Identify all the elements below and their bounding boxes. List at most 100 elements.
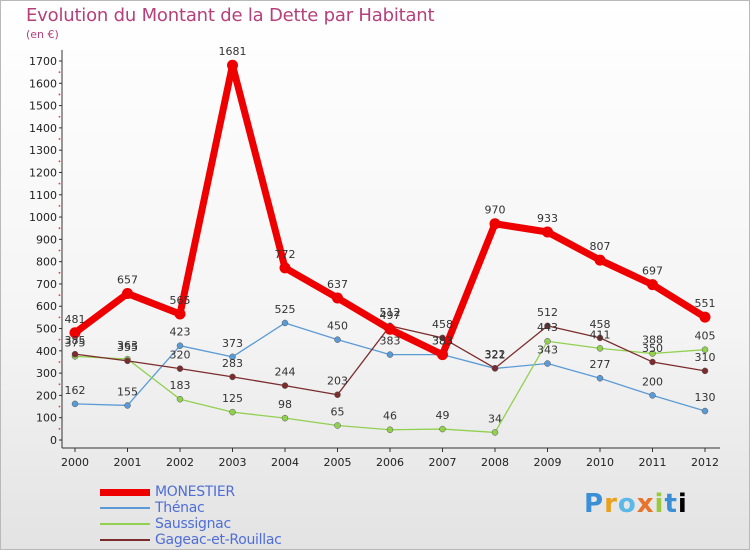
data-point	[334, 336, 341, 343]
data-point	[281, 319, 289, 327]
data-label: 244	[275, 366, 296, 379]
data-label: 450	[327, 320, 348, 333]
data-label: 637	[327, 278, 348, 291]
data-point	[71, 350, 79, 358]
data-label: 388	[642, 333, 663, 346]
data-point	[174, 308, 186, 320]
y-minor-tick	[58, 138, 61, 140]
data-point	[279, 262, 291, 274]
legend-item: MONESTIER	[100, 484, 282, 500]
data-label: 373	[222, 337, 243, 350]
y-minor-tick	[58, 160, 61, 163]
x-tick-label: 2006	[376, 456, 404, 469]
data-label: 321	[485, 348, 506, 361]
data-label: 458	[432, 318, 453, 331]
data-point	[229, 408, 236, 416]
data-label: 405	[695, 330, 716, 343]
y-minor-tick	[58, 93, 61, 96]
data-label: 443	[537, 321, 558, 334]
x-tick-label: 2005	[324, 456, 352, 469]
x-tick-label: 2000	[61, 456, 89, 469]
data-point	[386, 426, 394, 433]
y-minor-tick	[58, 361, 61, 363]
data-label: 497	[380, 309, 401, 322]
data-label: 343	[537, 344, 558, 357]
data-point	[124, 357, 131, 365]
data-label: 481	[65, 313, 86, 326]
y-tick-label: 900	[36, 233, 57, 246]
data-point	[176, 342, 184, 349]
y-tick-label: 1300	[29, 144, 57, 157]
data-label: 200	[642, 375, 663, 388]
y-tick-label: 300	[36, 367, 57, 380]
data-label: 49	[436, 409, 450, 422]
x-tick-label: 2008	[481, 456, 509, 469]
data-label: 34	[488, 412, 502, 425]
data-label: 355	[117, 341, 138, 354]
data-point	[227, 59, 238, 71]
y-minor-tick	[58, 227, 61, 230]
data-point	[594, 254, 606, 266]
proxiti-logo: Proxiti	[584, 489, 688, 519]
data-label: 363	[117, 339, 138, 352]
data-label: 423	[170, 326, 191, 339]
y-minor-tick	[58, 271, 61, 274]
legend-swatch	[100, 539, 150, 541]
legend-label: MONESTIER	[155, 484, 235, 500]
legend-item: Saussignac	[100, 516, 282, 532]
data-label: 322	[485, 348, 506, 361]
y-minor-tick	[58, 427, 61, 430]
data-point	[386, 351, 394, 358]
y-minor-tick	[58, 405, 61, 408]
data-label: 320	[170, 349, 191, 362]
data-point	[701, 367, 709, 375]
data-point	[489, 218, 501, 230]
data-point	[491, 364, 499, 372]
data-point	[124, 402, 131, 409]
data-point	[701, 346, 709, 353]
data-point	[439, 425, 446, 433]
legend-label: Saussignac	[155, 516, 231, 532]
y-minor-tick	[58, 338, 61, 341]
data-point	[649, 358, 656, 366]
data-label: 933	[537, 212, 558, 225]
data-point	[649, 392, 656, 399]
y-tick-label: 700	[36, 278, 57, 291]
y-minor-tick	[58, 71, 61, 74]
data-point	[596, 334, 604, 342]
y-tick-label: 1600	[29, 77, 57, 90]
x-tick-label: 2011	[639, 456, 667, 469]
data-point	[699, 311, 711, 323]
data-label: 283	[222, 357, 243, 370]
data-label: 383	[432, 335, 453, 348]
x-tick-label: 2012	[691, 456, 719, 469]
data-label: 155	[117, 385, 138, 398]
y-tick-label: 800	[36, 256, 57, 269]
data-point	[176, 365, 184, 372]
data-label: 383	[380, 335, 401, 348]
x-tick-label: 2003	[219, 456, 247, 469]
data-point	[384, 323, 396, 335]
y-tick-label: 1100	[29, 189, 57, 202]
chart-title: Evolution du Montant de la Dette par Hab…	[26, 5, 435, 26]
legend: MONESTIER Thénac Saussignac Gageac-et-Rouil…	[100, 484, 282, 548]
data-label: 565	[170, 294, 191, 307]
y-tick-label: 1700	[29, 55, 57, 68]
data-point	[596, 374, 604, 382]
data-label: 411	[590, 328, 611, 341]
y-tick-label: 400	[36, 345, 57, 358]
data-label: 98	[278, 398, 292, 411]
data-point	[176, 395, 184, 403]
data-point	[229, 373, 236, 381]
data-label: 183	[170, 379, 191, 392]
legend-label: Thénac	[155, 500, 205, 516]
data-point	[229, 353, 236, 361]
y-tick-label: 0	[50, 434, 57, 447]
data-label: 310	[695, 351, 716, 364]
data-point	[69, 327, 81, 339]
y-tick-label: 1000	[29, 211, 57, 224]
legend-label: Gageac-et-Rouillac	[155, 532, 282, 548]
data-label: 512	[380, 306, 401, 319]
data-point	[596, 345, 604, 352]
data-point	[334, 422, 341, 429]
